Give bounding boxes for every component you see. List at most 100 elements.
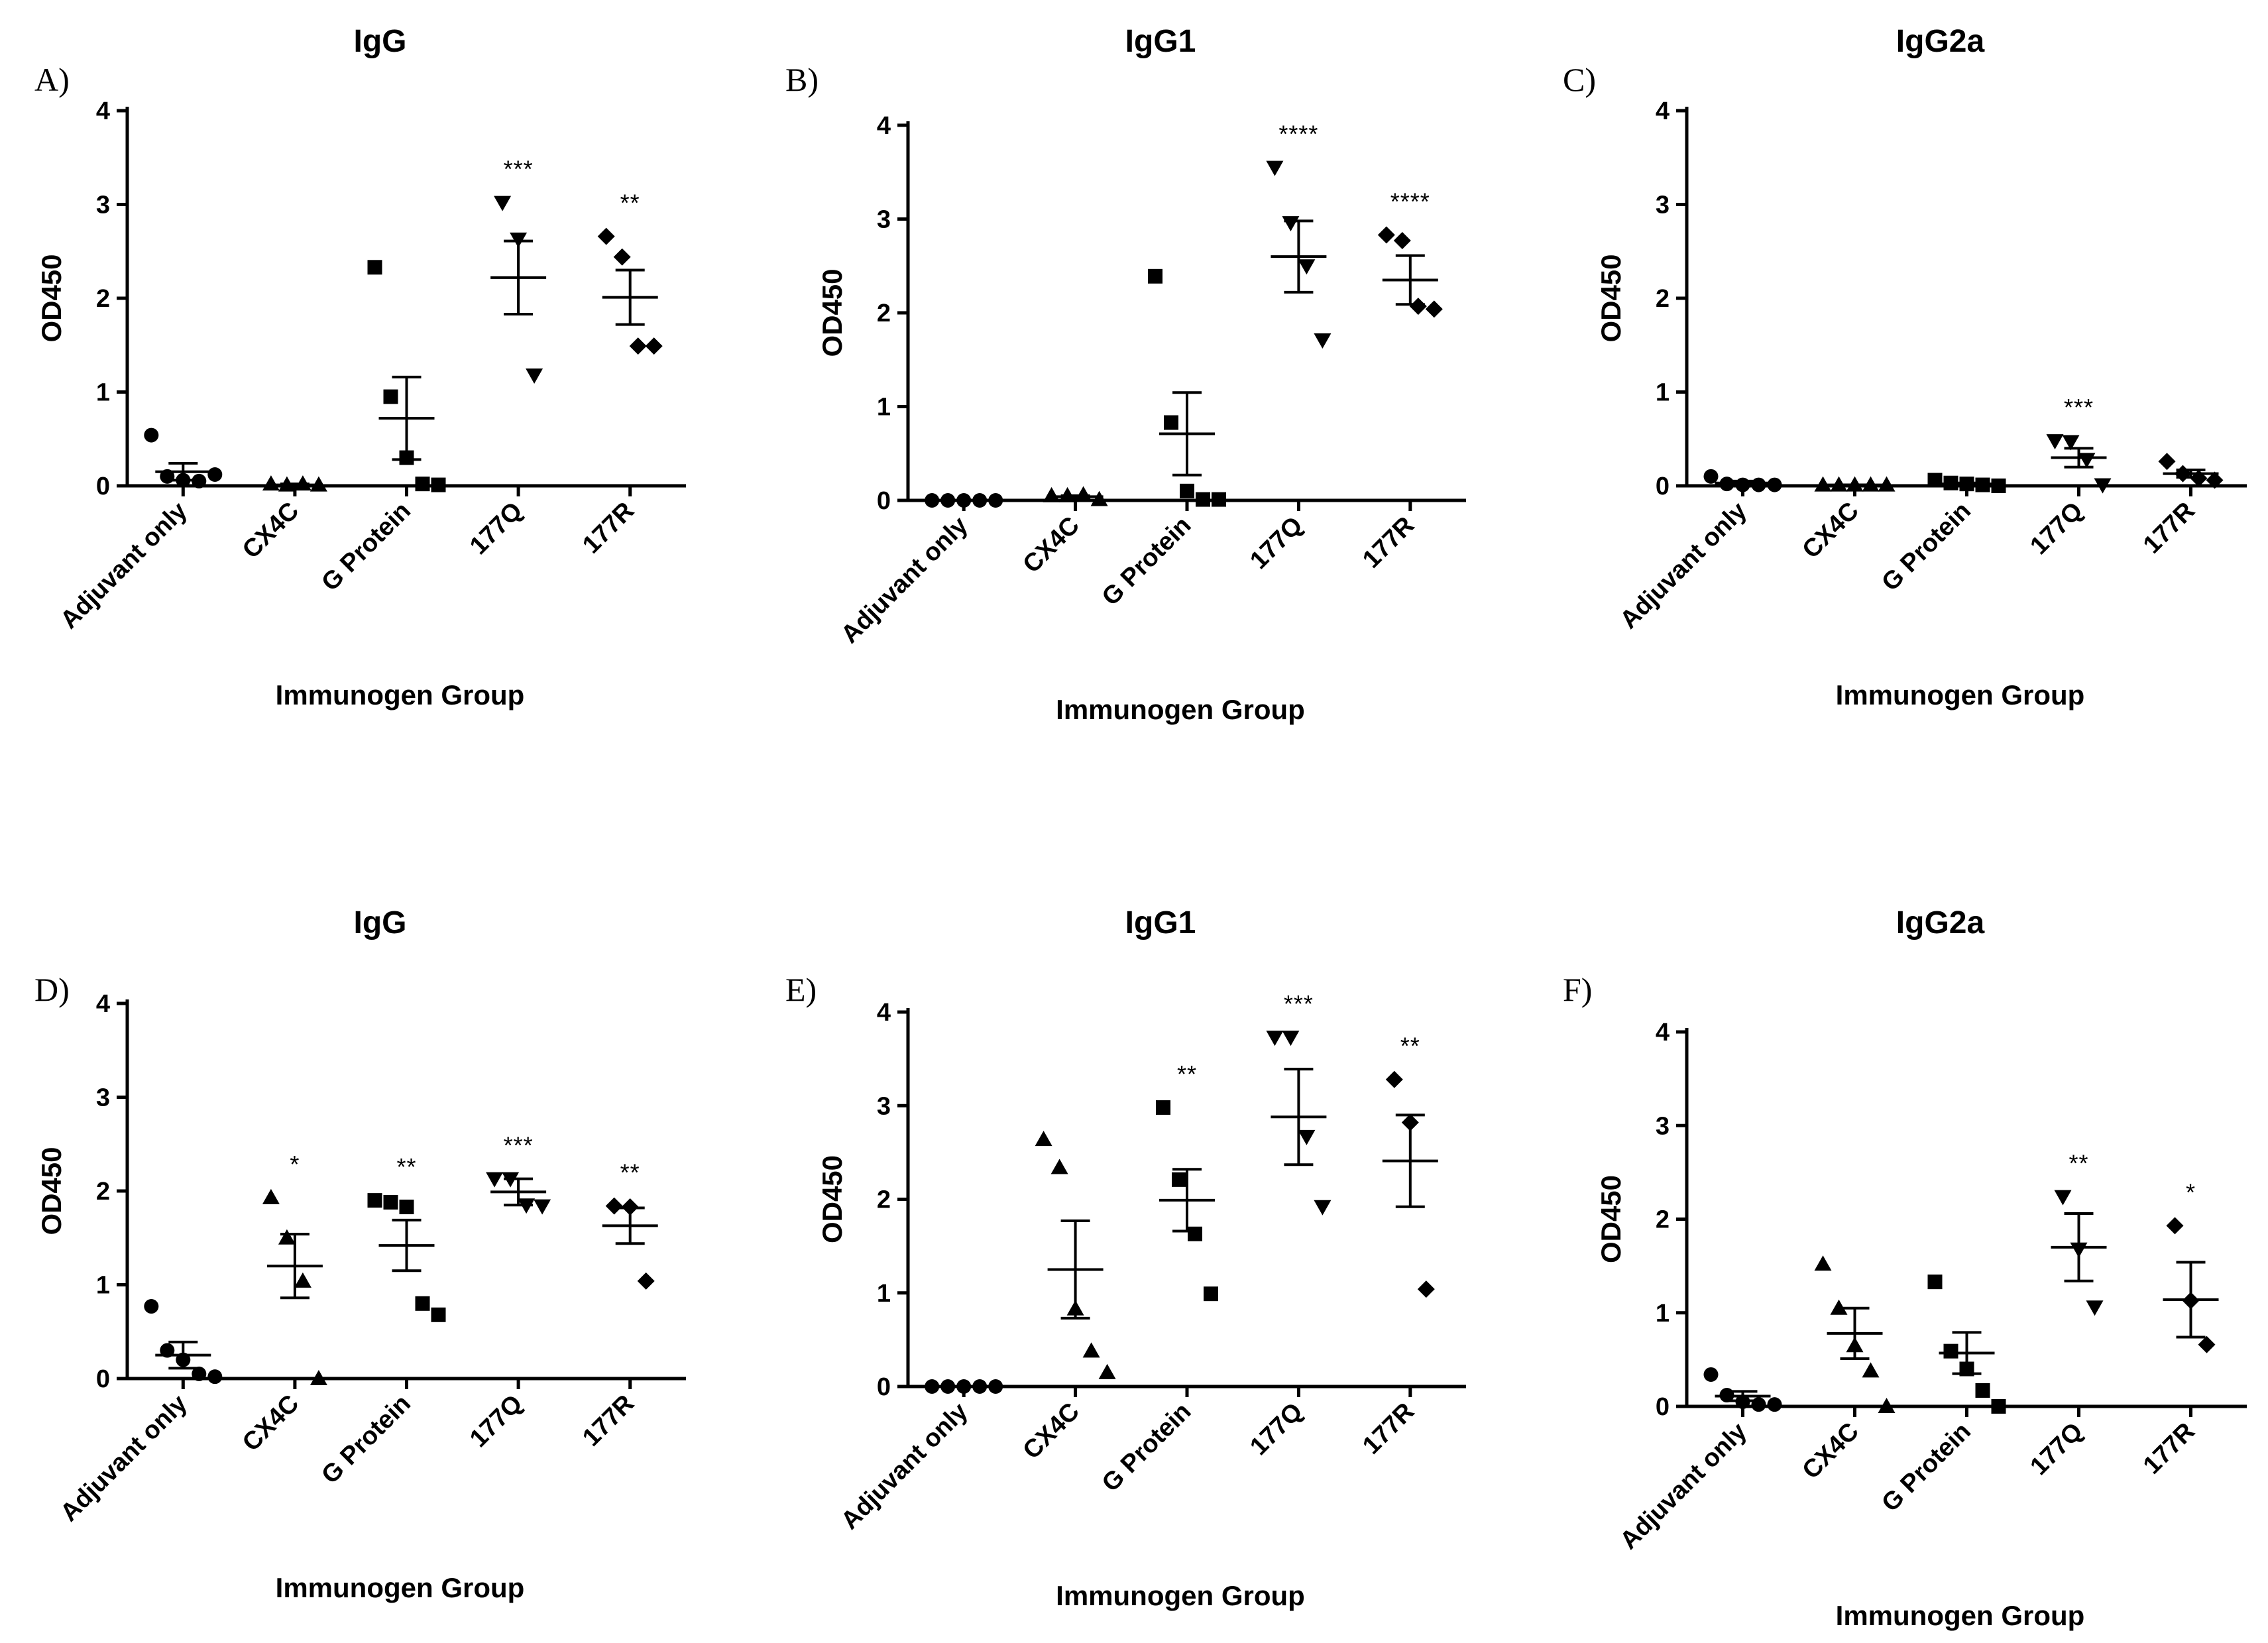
data-point — [278, 1229, 296, 1245]
data-point — [1043, 486, 1060, 502]
x-tick-label: 177R — [2138, 1418, 2200, 1480]
data-point — [1830, 1299, 1848, 1315]
y-tick-label: 4 — [1656, 97, 1670, 125]
y-axis-label: OD450 — [36, 254, 67, 342]
y-tick-label: 0 — [96, 473, 110, 500]
data-point — [1082, 1342, 1100, 1358]
data-point — [1814, 1255, 1832, 1271]
y-tick-label: 2 — [1656, 1206, 1670, 1234]
significance-label: ** — [620, 1159, 640, 1186]
data-point — [637, 1272, 655, 1290]
y-tick-label: 2 — [96, 1178, 110, 1206]
data-point — [1282, 216, 1300, 232]
data-point — [1164, 415, 1178, 430]
y-tick-label: 3 — [877, 206, 891, 234]
significance-label: ** — [396, 1153, 416, 1180]
y-tick-label: 4 — [877, 999, 891, 1027]
x-tick-label: 177R — [577, 1390, 640, 1452]
data-point — [1298, 259, 1316, 275]
panel-label: D) — [34, 971, 70, 1008]
x-tick-label: Adjuvant only — [55, 1390, 192, 1527]
x-tick-label: Adjuvant only — [836, 1398, 973, 1535]
data-point — [431, 1307, 446, 1322]
data-point — [294, 1272, 312, 1288]
data-point — [1417, 1280, 1435, 1298]
x-tick-label: G Protein — [316, 1390, 416, 1490]
data-point — [367, 260, 382, 275]
y-tick-label: 2 — [877, 300, 891, 327]
data-point — [415, 477, 430, 492]
data-point — [144, 427, 159, 443]
data-point — [431, 477, 446, 492]
x-tick-label: CX4C — [1797, 497, 1864, 564]
x-tick-label: Adjuvant only — [1615, 1418, 1752, 1555]
data-point — [1409, 298, 1427, 315]
x-axis-label: Immunogen Group — [1056, 1580, 1305, 1611]
data-point — [605, 1197, 623, 1215]
x-tick-label: 177Q — [465, 497, 528, 560]
data-point — [1035, 1131, 1052, 1147]
panel-label: E) — [785, 971, 817, 1008]
data-point — [2094, 478, 2112, 494]
data-point — [1298, 1129, 1316, 1145]
chart-title: IgG1 — [1125, 24, 1196, 59]
data-point — [262, 1188, 280, 1204]
data-point — [2046, 434, 2064, 450]
data-point — [1393, 232, 1411, 250]
data-point — [988, 1379, 1003, 1394]
data-point — [1212, 492, 1226, 507]
data-point — [486, 1172, 504, 1188]
x-tick-label: Adjuvant only — [1615, 497, 1752, 634]
significance-label: *** — [504, 1132, 534, 1159]
chart-title: IgG1 — [1125, 905, 1196, 940]
data-point — [310, 1370, 327, 1385]
x-tick-label: 177Q — [1245, 512, 1308, 575]
data-point — [2054, 1190, 2072, 1206]
y-tick-label: 0 — [877, 487, 891, 515]
x-axis-label: Immunogen Group — [1056, 694, 1305, 725]
x-axis-label: Immunogen Group — [276, 1572, 525, 1603]
data-point — [1266, 160, 1284, 176]
chart-title: IgG — [354, 905, 407, 940]
y-tick-label: 1 — [877, 1280, 891, 1308]
data-point — [1172, 1172, 1186, 1187]
data-point — [1767, 1397, 1782, 1412]
significance-label: ** — [620, 190, 640, 217]
data-point — [1814, 476, 1832, 492]
data-point — [2062, 435, 2080, 451]
data-point — [1943, 1343, 1958, 1359]
data-point — [1266, 1031, 1284, 1047]
x-tick-label: G Protein — [1876, 1418, 1976, 1518]
x-tick-label: CX4C — [1797, 1418, 1864, 1485]
data-point — [1377, 226, 1395, 244]
significance-label: ** — [1177, 1060, 1197, 1088]
data-point — [2166, 1217, 2184, 1235]
data-point — [1878, 476, 1896, 492]
data-point — [1314, 333, 1332, 349]
data-point — [207, 467, 223, 482]
panel-b: B) IgG1 0 1 2 3 4 OD450 Adjuvant only CX4C G Prote… — [785, 24, 1466, 725]
significance-label: * — [2186, 1178, 2196, 1206]
x-axis-label: Immunogen Group — [1836, 679, 2085, 710]
x-tick-label: G Protein — [1097, 1398, 1197, 1498]
y-tick-label: 0 — [1656, 473, 1670, 500]
x-tick-label: CX4C — [1018, 512, 1085, 579]
x-axis-label: Immunogen Group — [276, 679, 525, 710]
x-tick-label: G Protein — [316, 497, 416, 597]
y-axis-label: OD450 — [1595, 1175, 1626, 1263]
data-point — [1862, 1362, 1880, 1378]
data-point — [367, 1193, 382, 1208]
data-point — [383, 1194, 398, 1210]
data-point — [1050, 1159, 1068, 1174]
x-tick-label: 177Q — [465, 1390, 528, 1453]
x-tick-label: 177R — [1357, 512, 1420, 574]
x-tick-label: Adjuvant only — [836, 512, 973, 649]
x-tick-label: 177Q — [2025, 1418, 2088, 1481]
y-tick-label: 3 — [96, 1084, 110, 1112]
y-tick-label: 1 — [1656, 379, 1670, 407]
y-tick-label: 1 — [877, 394, 891, 422]
y-tick-label: 2 — [877, 1186, 891, 1214]
data-point — [207, 1369, 223, 1385]
chart-title: IgG2a — [1896, 24, 1985, 59]
